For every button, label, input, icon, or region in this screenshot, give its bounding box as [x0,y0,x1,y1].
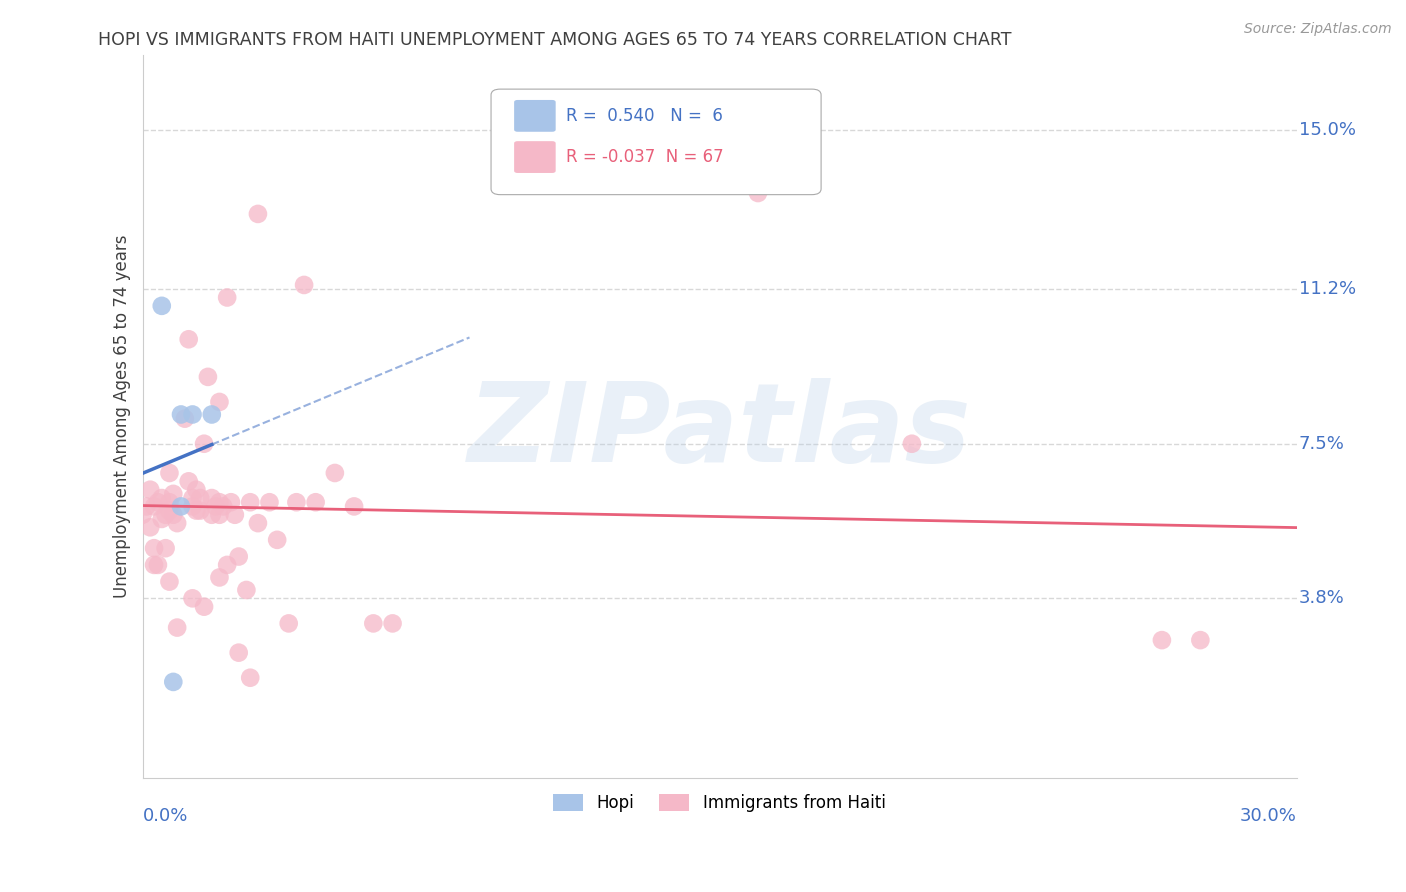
Point [159,466,181,480]
Text: R = -0.037  N = 67: R = -0.037 N = 67 [567,148,724,166]
Point [188,503,211,517]
Text: 11.2%: 11.2% [1299,280,1355,298]
Point [146,495,169,509]
Point [204,500,226,514]
Point [146,558,169,572]
Text: HOPI VS IMMIGRANTS FROM HAITI UNEMPLOYMENT AMONG AGES 65 TO 74 YEARS CORRELATION: HOPI VS IMMIGRANTS FROM HAITI UNEMPLOYME… [98,31,1012,49]
Point [901,436,924,450]
FancyBboxPatch shape [491,89,821,194]
Point [159,495,181,509]
Point [208,570,231,584]
Point [212,500,235,514]
Point [181,591,204,606]
Point [197,370,219,384]
Point [219,495,242,509]
Point [201,508,224,522]
Point [150,512,173,526]
Point [1150,633,1173,648]
Point [162,487,184,501]
Point [201,408,224,422]
Point [170,408,193,422]
Point [181,408,204,422]
Point [246,207,269,221]
Point [747,186,769,200]
Point [239,495,262,509]
Point [188,491,211,505]
Point [159,574,181,589]
Text: ZIPatlas: ZIPatlas [468,377,972,484]
Point [208,495,231,509]
Point [139,520,162,534]
Point [155,541,177,556]
Point [181,491,204,505]
FancyBboxPatch shape [515,141,555,173]
Point [135,500,157,514]
Point [186,503,208,517]
Point [208,508,231,522]
Point [201,491,224,505]
Point [186,483,208,497]
Point [166,621,188,635]
Point [304,495,326,509]
Point [363,616,385,631]
Text: Source: ZipAtlas.com: Source: ZipAtlas.com [1244,22,1392,37]
Point [143,541,166,556]
Point [162,508,184,522]
Point [343,500,366,514]
Point [208,395,231,409]
Point [170,500,193,514]
Point [143,500,166,514]
Point [266,533,288,547]
Point [228,549,250,564]
Point [177,332,200,346]
Point [228,646,250,660]
Text: 15.0%: 15.0% [1299,121,1355,139]
Y-axis label: Unemployment Among Ages 65 to 74 years: Unemployment Among Ages 65 to 74 years [114,235,131,599]
Point [150,299,173,313]
Text: 7.5%: 7.5% [1299,434,1344,453]
Point [323,466,346,480]
Point [193,436,215,450]
Point [381,616,404,631]
Point [173,411,195,425]
Point [217,558,239,572]
Point [292,277,315,292]
Point [166,516,188,530]
Legend: Hopi, Immigrants from Haiti: Hopi, Immigrants from Haiti [546,786,894,821]
Point [131,508,153,522]
Point [1189,633,1212,648]
Point [177,475,200,489]
Point [259,495,281,509]
Text: R =  0.540   N =  6: R = 0.540 N = 6 [567,107,723,125]
Point [143,558,166,572]
Text: 0.0%: 0.0% [142,807,188,825]
Text: 3.8%: 3.8% [1299,590,1344,607]
Point [239,671,262,685]
FancyBboxPatch shape [515,100,555,132]
Point [181,500,204,514]
Point [162,674,184,689]
Point [235,582,257,597]
Point [139,483,162,497]
Point [246,516,269,530]
Point [217,291,239,305]
Point [155,508,177,522]
Point [150,491,173,505]
Point [193,599,215,614]
Text: 30.0%: 30.0% [1240,807,1296,825]
Point [159,503,181,517]
Point [224,508,246,522]
Point [285,495,308,509]
Point [277,616,299,631]
